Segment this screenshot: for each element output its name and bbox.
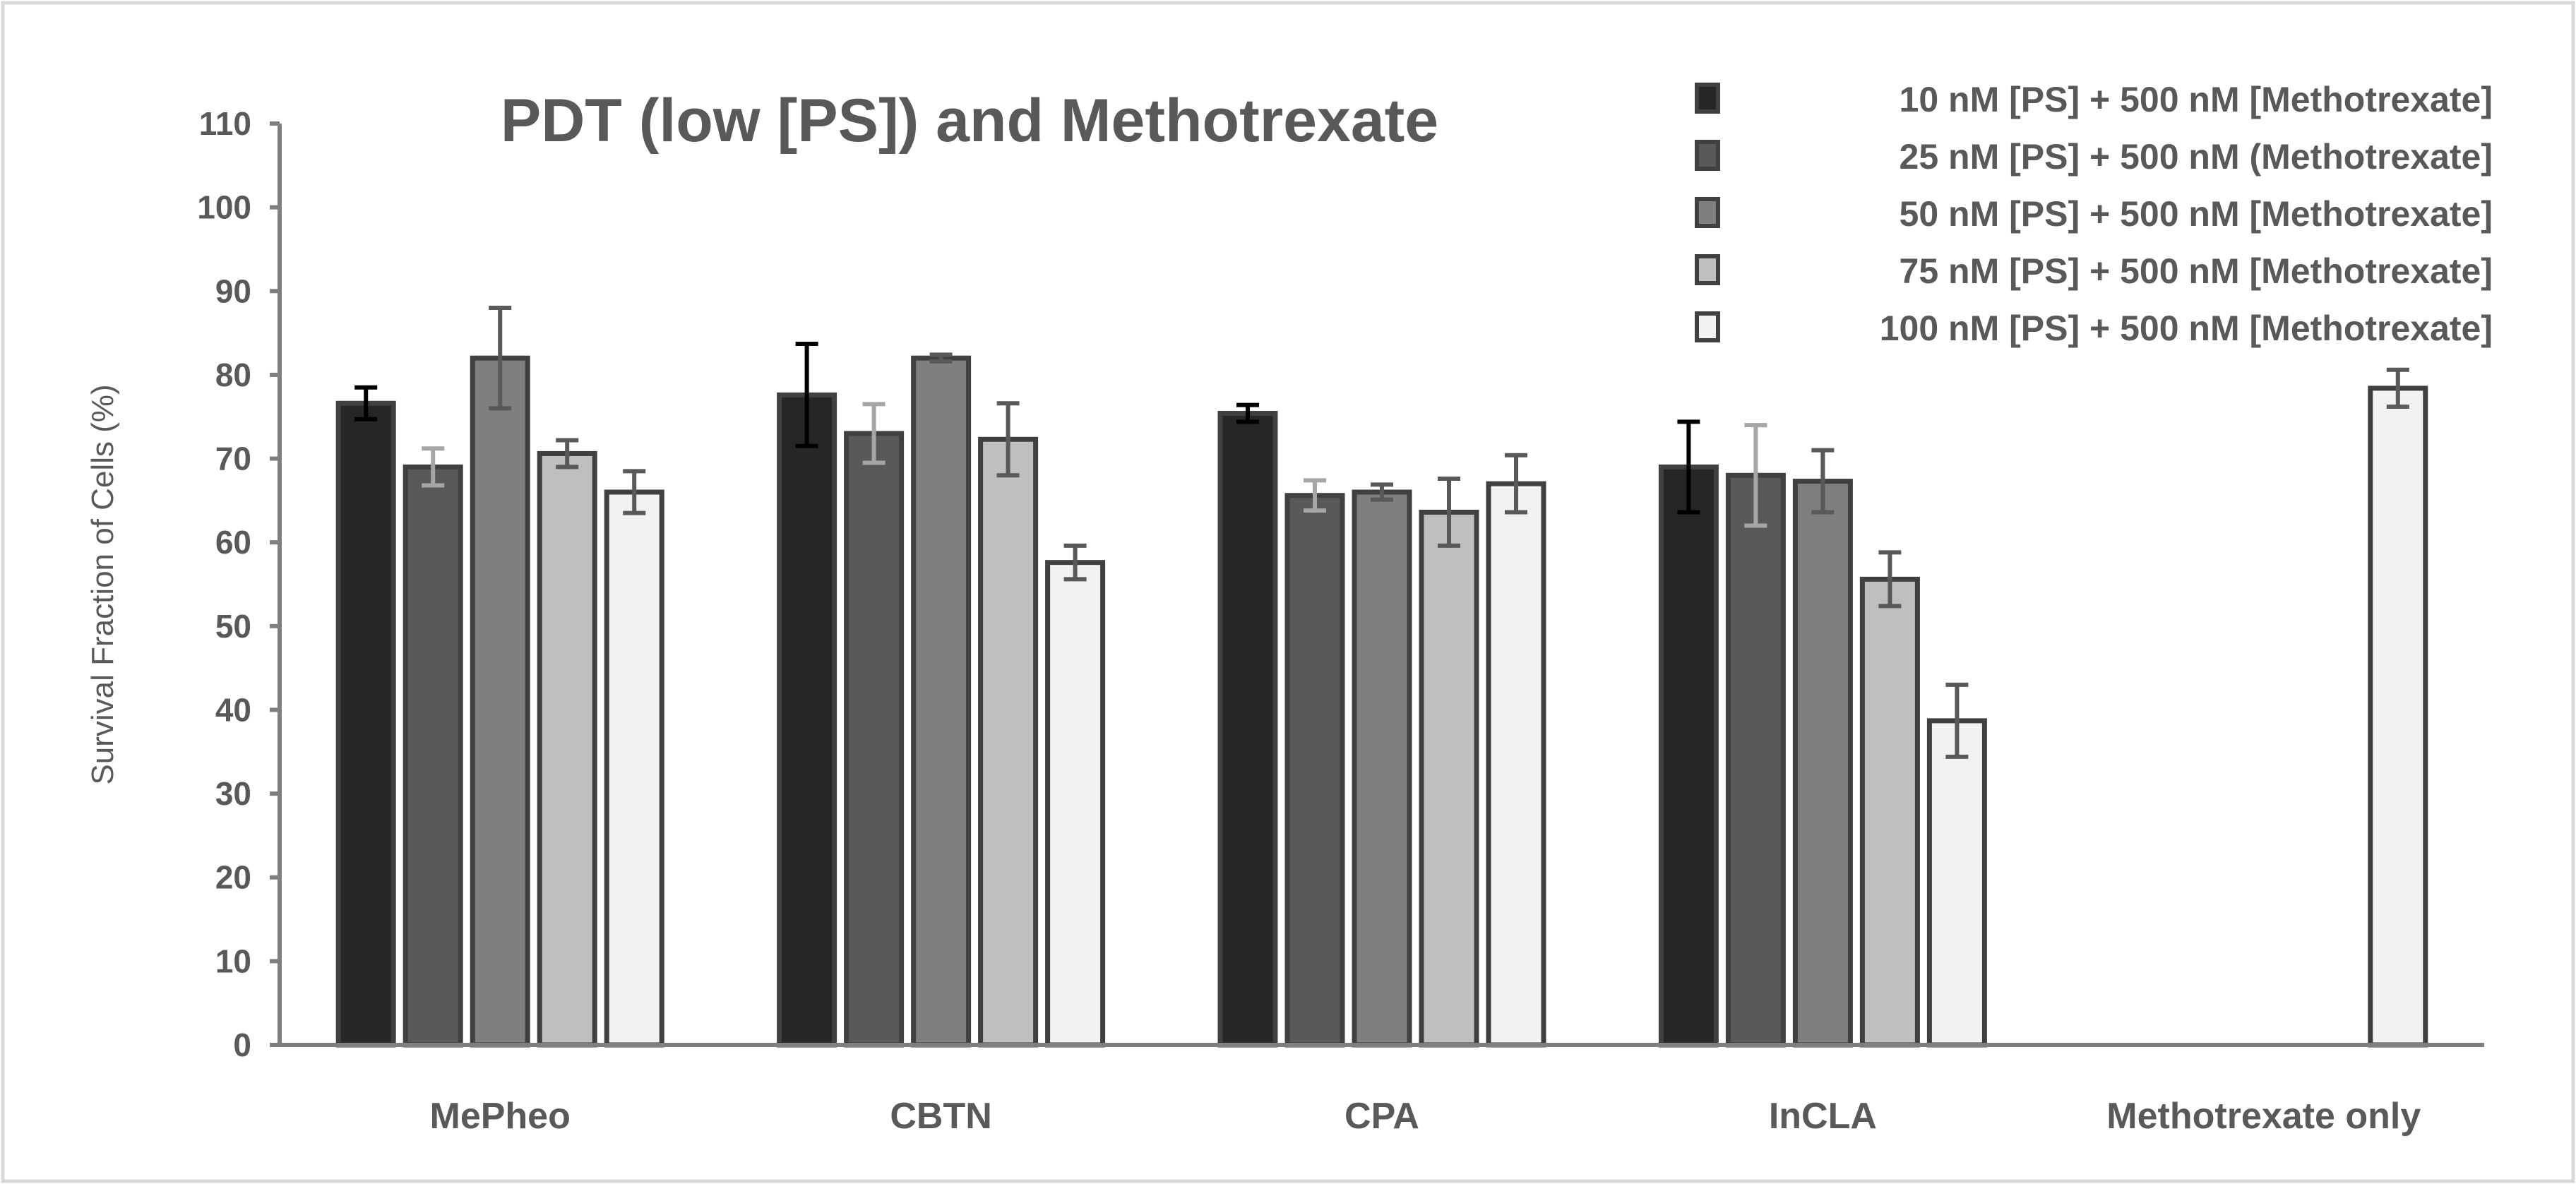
bar (1352, 489, 1412, 1048)
x-tick-label: Methotrexate only (2106, 1096, 2421, 1137)
error-bar (556, 438, 579, 470)
bar (1217, 410, 1278, 1048)
error-bar (1945, 682, 1969, 759)
y-tick-label: 0 (233, 1027, 251, 1063)
bar (777, 392, 837, 1048)
bar (1045, 560, 1106, 1048)
bar (537, 450, 597, 1048)
error-bar (623, 469, 646, 515)
error-bar (1878, 550, 1902, 609)
legend-label: 10 nM [PS] + 500 nM [Methotrexate] (1900, 80, 2493, 119)
error-bar (996, 401, 1020, 478)
x-tick-label: CBTN (890, 1096, 991, 1137)
legend-swatch (1695, 197, 1720, 228)
legend: 10 nM [PS] + 500 nM [Methotrexate] 25 nM … (1695, 80, 2493, 348)
y-tick-label: 20 (215, 859, 251, 896)
bar (911, 355, 972, 1048)
y-tick-label: 110 (199, 105, 251, 142)
error-bar (1304, 478, 1326, 513)
y-tick-label: 70 (215, 441, 251, 477)
legend-item: 25 nM [PS] + 500 nM (Methotrexate] (1695, 137, 2493, 177)
legend-label: 100 nM [PS] + 500 nM [Methotrexate] (1880, 309, 2493, 348)
legend-swatch (1695, 254, 1720, 285)
error-bar (354, 385, 378, 421)
y-tick-label: 90 (215, 273, 251, 309)
bar (1419, 509, 1479, 1048)
bar (844, 431, 905, 1048)
bar (402, 464, 463, 1048)
legend-label: 75 nM [PS] + 500 nM [Methotrexate] (1900, 251, 2493, 291)
bar (1926, 718, 1987, 1048)
error-bar (1811, 448, 1835, 515)
legend-item: 10 nM [PS] + 500 nM [Methotrexate] (1695, 80, 2493, 119)
error-bar (1677, 419, 1700, 515)
bars (335, 306, 2428, 1048)
error-bar (489, 306, 512, 411)
y-tick-label: 30 (215, 775, 251, 812)
legend-item: 75 nM [PS] + 500 nM [Methotrexate] (1695, 251, 2493, 291)
chart-title: PDT (low [PS]) and Methotrexate (501, 87, 1438, 155)
bar (1284, 493, 1345, 1048)
error-bar (862, 402, 886, 465)
bar (978, 436, 1039, 1048)
y-tick-label: 50 (215, 608, 251, 645)
legend-swatch (1695, 311, 1720, 342)
bar (335, 400, 396, 1048)
y-tick-label: 60 (215, 524, 251, 561)
legend-label: 50 nM [PS] + 500 nM [Methotrexate] (1900, 194, 2493, 234)
bar (604, 489, 664, 1048)
bar (1792, 479, 1853, 1048)
x-tick-label: MePheo (430, 1096, 571, 1137)
y-axis: 0 10 20 30 40 50 60 70 80 90 100 110 (197, 105, 282, 1063)
legend-item: 100 nM [PS] + 500 nM [Methotrexate] (1695, 309, 2493, 348)
bar (1725, 472, 1786, 1048)
x-tick-label: CPA (1344, 1096, 1419, 1137)
y-tick-label: 40 (215, 691, 251, 728)
error-bar (1236, 402, 1259, 424)
error-bar (795, 342, 818, 448)
x-axis: MePheo CBTN CPA InCLA Methotrexate only (280, 1043, 2484, 1137)
x-tick-label: InCLA (1769, 1096, 1877, 1137)
legend-label: 25 nM [PS] + 500 nM (Methotrexate] (1900, 137, 2493, 177)
error-bar (1063, 543, 1087, 582)
error-bar (1371, 482, 1393, 502)
bar (1486, 481, 1546, 1048)
bar (1859, 576, 1920, 1048)
y-tick-label: 10 (215, 943, 251, 979)
error-bar (1505, 453, 1527, 515)
y-tick-label: 80 (215, 357, 251, 393)
error-bar (1744, 423, 1767, 528)
legend-swatch (1695, 140, 1720, 171)
error-bar (2386, 367, 2409, 409)
error-bar (1438, 477, 1460, 548)
legend-swatch (1695, 83, 1720, 114)
bar (1658, 464, 1719, 1048)
error-bar (422, 446, 445, 488)
bar (470, 355, 530, 1048)
bar (2368, 385, 2428, 1048)
legend-item: 50 nM [PS] + 500 nM [Methotrexate] (1695, 194, 2493, 234)
error-bar (929, 352, 953, 364)
y-axis-label: Survival Fraction of Cells (%) (85, 384, 120, 784)
y-tick-label: 100 (197, 189, 251, 226)
